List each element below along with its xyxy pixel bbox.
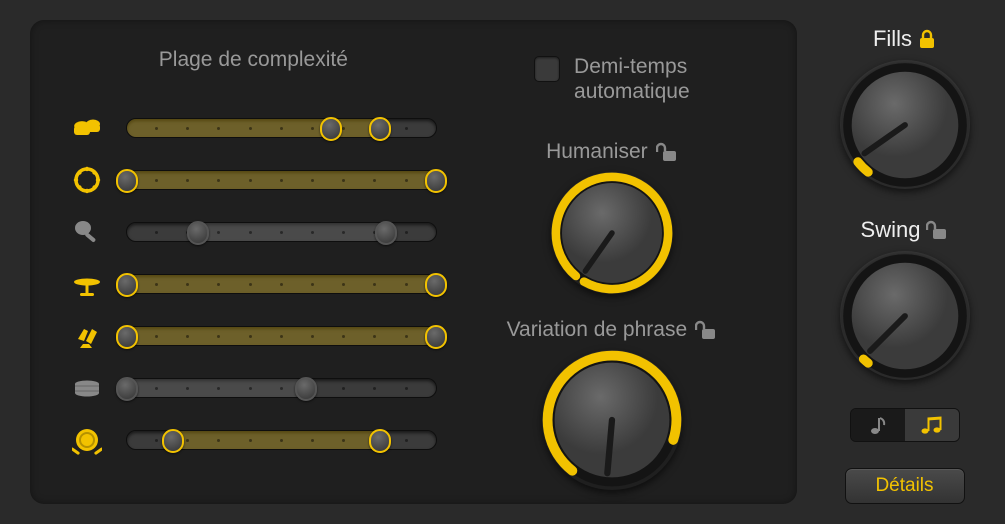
- swing-sixteenth-button[interactable]: [905, 409, 959, 441]
- complexity-row: [70, 414, 437, 466]
- range-handle-low[interactable]: [116, 377, 138, 401]
- complexity-row: [70, 362, 437, 414]
- swing-knob[interactable]: [840, 251, 970, 380]
- range-handle-high[interactable]: [425, 325, 447, 349]
- complexity-row: [70, 102, 437, 154]
- range-handle-high[interactable]: [375, 221, 397, 245]
- range-handle-high[interactable]: [369, 117, 391, 141]
- clap-icon: [70, 319, 104, 353]
- complexity-row: [70, 310, 437, 362]
- lock-open-icon[interactable]: [656, 142, 678, 162]
- complexity-range[interactable]: [126, 430, 437, 450]
- range-handle-high[interactable]: [425, 169, 447, 193]
- cymbal-icon: [70, 267, 104, 301]
- bongos-icon: [70, 111, 104, 145]
- variation-group: Variation de phrase: [507, 318, 718, 490]
- complexity-title: Plage de complexité: [70, 48, 437, 72]
- swing-mode-toggle[interactable]: [850, 408, 960, 442]
- complexity-row: [70, 258, 437, 310]
- halftime-checkbox[interactable]: [534, 56, 560, 82]
- range-handle-low[interactable]: [116, 169, 138, 193]
- lock-open-icon[interactable]: [926, 220, 948, 240]
- complexity-panel: Plage de complexité Demi-temps automatiq…: [30, 20, 797, 504]
- humanize-label: Humaniser: [546, 140, 648, 164]
- complexity-sliders: Plage de complexité: [70, 48, 437, 476]
- range-handle-high[interactable]: [369, 429, 391, 453]
- complexity-range[interactable]: [126, 222, 437, 242]
- complexity-range[interactable]: [126, 274, 437, 294]
- variation-label: Variation de phrase: [507, 318, 688, 342]
- kick-icon: [70, 423, 104, 457]
- snare-icon: [70, 371, 104, 405]
- lock-closed-icon[interactable]: [918, 29, 936, 49]
- shaker-icon: [70, 215, 104, 249]
- fills-knob[interactable]: [840, 60, 970, 189]
- range-handle-high[interactable]: [425, 273, 447, 297]
- complexity-range[interactable]: [126, 170, 437, 190]
- range-handle-low[interactable]: [187, 221, 209, 245]
- humanize-knob[interactable]: [551, 172, 673, 294]
- lock-open-icon[interactable]: [695, 320, 717, 340]
- details-button[interactable]: Détails: [845, 468, 965, 504]
- range-handle-low[interactable]: [320, 117, 342, 141]
- complexity-row: [70, 206, 437, 258]
- right-panel: Fills Swing: [822, 20, 987, 504]
- halftime-label: Demi-temps automatique: [574, 54, 690, 104]
- fills-label: Fills: [873, 26, 912, 52]
- variation-knob[interactable]: [542, 350, 682, 490]
- knobs-column: Demi-temps automatique Humaniser: [467, 48, 757, 476]
- tambourine-icon: [70, 163, 104, 197]
- range-handle-low[interactable]: [116, 273, 138, 297]
- complexity-range[interactable]: [126, 118, 437, 138]
- range-handle-low[interactable]: [162, 429, 184, 453]
- humanize-group: Humaniser: [546, 140, 678, 294]
- complexity-row: [70, 154, 437, 206]
- complexity-range[interactable]: [126, 326, 437, 346]
- swing-eighth-button[interactable]: [851, 409, 905, 441]
- range-handle-high[interactable]: [295, 377, 317, 401]
- complexity-range[interactable]: [126, 378, 437, 398]
- swing-label: Swing: [861, 217, 921, 243]
- range-handle-low[interactable]: [116, 325, 138, 349]
